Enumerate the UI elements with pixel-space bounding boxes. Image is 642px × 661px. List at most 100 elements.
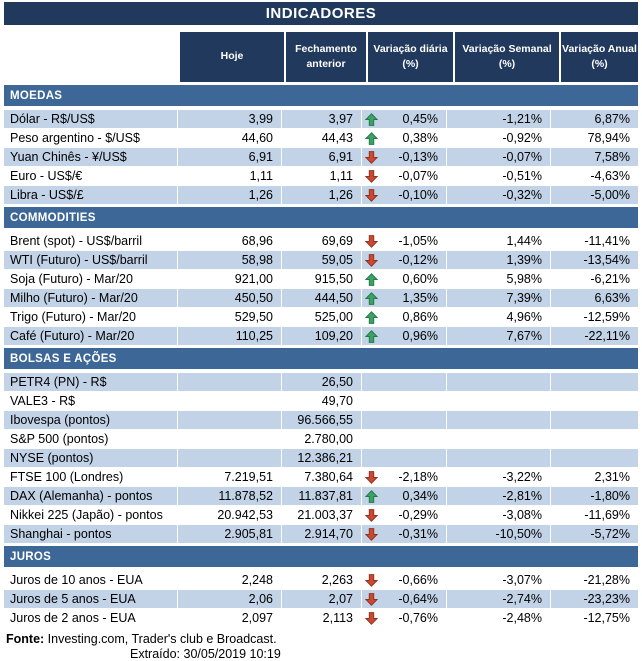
table-row: Soja (Futuro) - Mar/20 921,00 915,50 0,60% 5… bbox=[4, 270, 638, 289]
variacao-diaria-cell bbox=[362, 430, 447, 448]
variacao-anual-value: -12,75% bbox=[551, 609, 638, 627]
variacao-semanal-value: -0,92% bbox=[447, 129, 551, 147]
fechamento-anterior-value: 3,97 bbox=[282, 110, 362, 128]
row-label: S&P 500 (pontos) bbox=[4, 430, 178, 448]
variacao-diaria-value: -0,10% bbox=[398, 188, 438, 202]
hoje-value: 20.942,53 bbox=[178, 506, 282, 524]
fechamento-anterior-value: 1,11 bbox=[282, 167, 362, 185]
fechamento-anterior-value: 2,263 bbox=[282, 571, 362, 589]
variacao-diaria-value: 0,60% bbox=[402, 272, 438, 286]
variacao-semanal-value: -10,50% bbox=[447, 525, 551, 543]
variacao-anual-value: -22,11% bbox=[551, 327, 638, 345]
section-header-moedas: MOEDAS bbox=[4, 85, 638, 106]
variacao-diaria-cell: -0,13% bbox=[362, 148, 447, 166]
hoje-value: 44,60 bbox=[178, 129, 282, 147]
hoje-value bbox=[178, 373, 282, 391]
hoje-value: 11.878,52 bbox=[178, 487, 282, 505]
hoje-value: 2.905,81 bbox=[178, 525, 282, 543]
table-row: PETR4 (PN) - R$ 26,50 bbox=[4, 373, 638, 392]
variacao-semanal-value bbox=[447, 373, 551, 391]
up-arrow-icon bbox=[365, 131, 378, 145]
variacao-anual-value: -11,41% bbox=[551, 232, 638, 250]
header-label: (%) bbox=[498, 58, 516, 70]
variacao-anual-value: -5,72% bbox=[551, 525, 638, 543]
fechamento-anterior-value: 21.003,37 bbox=[282, 506, 362, 524]
variacao-diaria-value: 0,38% bbox=[402, 131, 438, 145]
variacao-diaria-cell: -0,29% bbox=[362, 506, 447, 524]
variacao-semanal-value: -2,81% bbox=[447, 487, 551, 505]
table-row: S&P 500 (pontos) 2.780,00 bbox=[4, 430, 638, 449]
hoje-value: 68,96 bbox=[178, 232, 282, 250]
variacao-diaria-value: -0,31% bbox=[398, 527, 438, 541]
variacao-semanal-value: 1,39% bbox=[447, 251, 551, 269]
hoje-value: 1,26 bbox=[178, 186, 282, 204]
variacao-diaria-value: -0,07% bbox=[398, 169, 438, 183]
variacao-diaria-value: 1,35% bbox=[402, 291, 438, 305]
hoje-value: 6,91 bbox=[178, 148, 282, 166]
table-row: Brent (spot) - US$/barril 68,96 69,69 -1,05… bbox=[4, 232, 638, 251]
row-label: Dólar - R$/US$ bbox=[4, 110, 178, 128]
variacao-diaria-value: -0,76% bbox=[398, 611, 438, 625]
fechamento-anterior-value: 12.386,21 bbox=[282, 449, 362, 467]
variacao-diaria-cell: -0,31% bbox=[362, 525, 447, 543]
section-header-bolsas-e-a-es: BOLSAS E AÇÕES bbox=[4, 348, 638, 369]
variacao-anual-value: -13,54% bbox=[551, 251, 638, 269]
down-arrow-icon bbox=[365, 527, 378, 541]
header-label: Variação Semanal bbox=[462, 42, 552, 55]
row-label: FTSE 100 (Londres) bbox=[4, 468, 178, 486]
row-label: Juros de 5 anos - EUA bbox=[4, 590, 178, 608]
row-label: Soja (Futuro) - Mar/20 bbox=[4, 270, 178, 288]
variacao-diaria-cell bbox=[362, 392, 447, 410]
source-text: Investing.com, Trader's club e Broadcast… bbox=[44, 632, 277, 646]
section-title: MOEDAS bbox=[10, 89, 63, 102]
hoje-value: 529,50 bbox=[178, 308, 282, 326]
header-cell-variacao-diaria: Variação diária (%) bbox=[368, 32, 453, 82]
hoje-value bbox=[178, 430, 282, 448]
up-arrow-icon bbox=[365, 310, 378, 324]
variacao-diaria-value: 0,96% bbox=[402, 329, 438, 343]
fechamento-anterior-value: 2,113 bbox=[282, 609, 362, 627]
fechamento-anterior-value: 26,50 bbox=[282, 373, 362, 391]
up-arrow-icon bbox=[365, 112, 378, 126]
header-cell-empty bbox=[4, 32, 178, 82]
fechamento-anterior-value: 2,07 bbox=[282, 590, 362, 608]
table-row: Café (Futuro) - Mar/20 110,25 109,20 0,96% 7… bbox=[4, 327, 638, 346]
fechamento-anterior-value: 11.837,81 bbox=[282, 487, 362, 505]
table-row: Shanghai - pontos 2.905,81 2.914,70 -0,31% -… bbox=[4, 525, 638, 544]
no-arrow-spacer bbox=[365, 376, 378, 389]
hoje-value bbox=[178, 411, 282, 429]
table-body: MOEDAS Dólar - R$/US$ 3,99 3,97 0,45% -1,21% 6… bbox=[4, 85, 638, 628]
variacao-diaria-cell: 0,38% bbox=[362, 129, 447, 147]
variacao-anual-value bbox=[551, 430, 638, 448]
no-arrow-spacer bbox=[365, 452, 378, 465]
hoje-value: 7.219,51 bbox=[178, 468, 282, 486]
variacao-semanal-value: -0,51% bbox=[447, 167, 551, 185]
header-cell-variacao-anual: Variação Anual (%) bbox=[561, 32, 638, 82]
no-arrow-spacer bbox=[365, 414, 378, 427]
source-line: Fonte: Investing.com, Trader's club e Br… bbox=[6, 632, 638, 646]
variacao-semanal-value bbox=[447, 430, 551, 448]
variacao-anual-value: 7,58% bbox=[551, 148, 638, 166]
row-label: Euro - US$/€ bbox=[4, 167, 178, 185]
variacao-anual-value: -21,28% bbox=[551, 571, 638, 589]
variacao-diaria-cell: -0,66% bbox=[362, 571, 447, 589]
table-row: Juros de 10 anos - EUA 2,248 2,263 -0,66% -3… bbox=[4, 571, 638, 590]
up-arrow-icon bbox=[365, 291, 378, 305]
variacao-semanal-value bbox=[447, 411, 551, 429]
section-header-juros: JUROS bbox=[4, 546, 638, 567]
fechamento-anterior-value: 49,70 bbox=[282, 392, 362, 410]
hoje-value: 2,248 bbox=[178, 571, 282, 589]
variacao-anual-value: -23,23% bbox=[551, 590, 638, 608]
row-label: NYSE (pontos) bbox=[4, 449, 178, 467]
fechamento-anterior-value: 96.566,55 bbox=[282, 411, 362, 429]
variacao-anual-value: 2,31% bbox=[551, 468, 638, 486]
up-arrow-icon bbox=[365, 272, 378, 286]
variacao-semanal-value: -2,74% bbox=[447, 590, 551, 608]
header-cell-hoje: Hoje bbox=[180, 32, 284, 82]
variacao-anual-value: -1,80% bbox=[551, 487, 638, 505]
variacao-diaria-cell: -0,12% bbox=[362, 251, 447, 269]
header-label: (%) bbox=[591, 58, 608, 70]
row-label: Café (Futuro) - Mar/20 bbox=[4, 327, 178, 345]
variacao-semanal-value bbox=[447, 392, 551, 410]
table-row: NYSE (pontos) 12.386,21 bbox=[4, 449, 638, 468]
